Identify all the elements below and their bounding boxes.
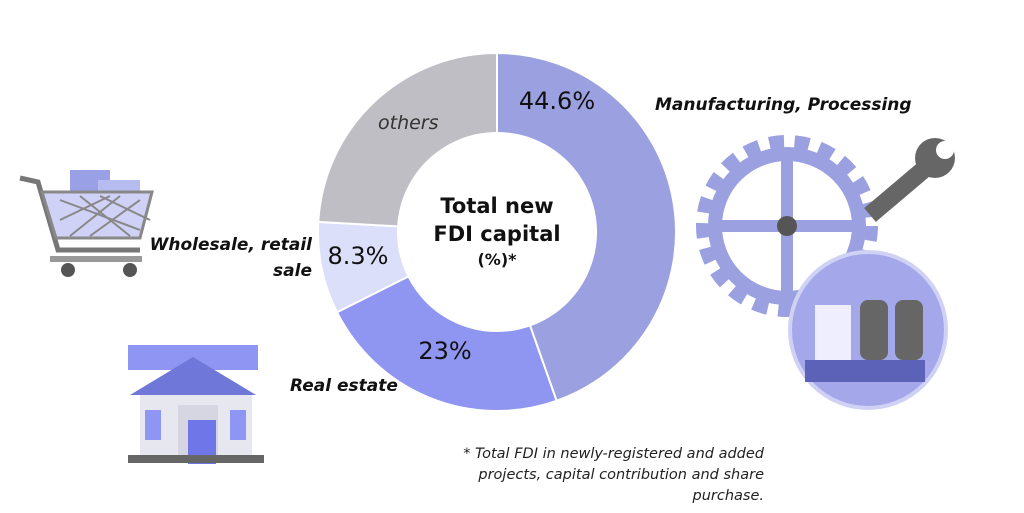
cart-icon bbox=[19, 170, 154, 277]
category-label: others bbox=[378, 112, 439, 134]
value-label: 8.3% bbox=[328, 242, 389, 270]
donut-hole bbox=[397, 132, 597, 332]
gear-icon bbox=[696, 135, 955, 410]
category-label: Wholesale, retail sale bbox=[149, 235, 312, 281]
footnote: * Total FDI in newly-registered and adde… bbox=[463, 446, 764, 504]
category-label: Real estate bbox=[290, 376, 398, 396]
category-label: Manufacturing, Processing bbox=[655, 95, 912, 115]
value-label: 23% bbox=[418, 337, 471, 365]
chart-title: Total new FDI capital bbox=[433, 194, 561, 246]
value-label: 44.6% bbox=[519, 87, 595, 115]
house-icon bbox=[128, 345, 264, 464]
chart-subtitle: (%)* bbox=[477, 250, 517, 269]
center-label: Total new FDI capital (%)* bbox=[417, 192, 577, 272]
